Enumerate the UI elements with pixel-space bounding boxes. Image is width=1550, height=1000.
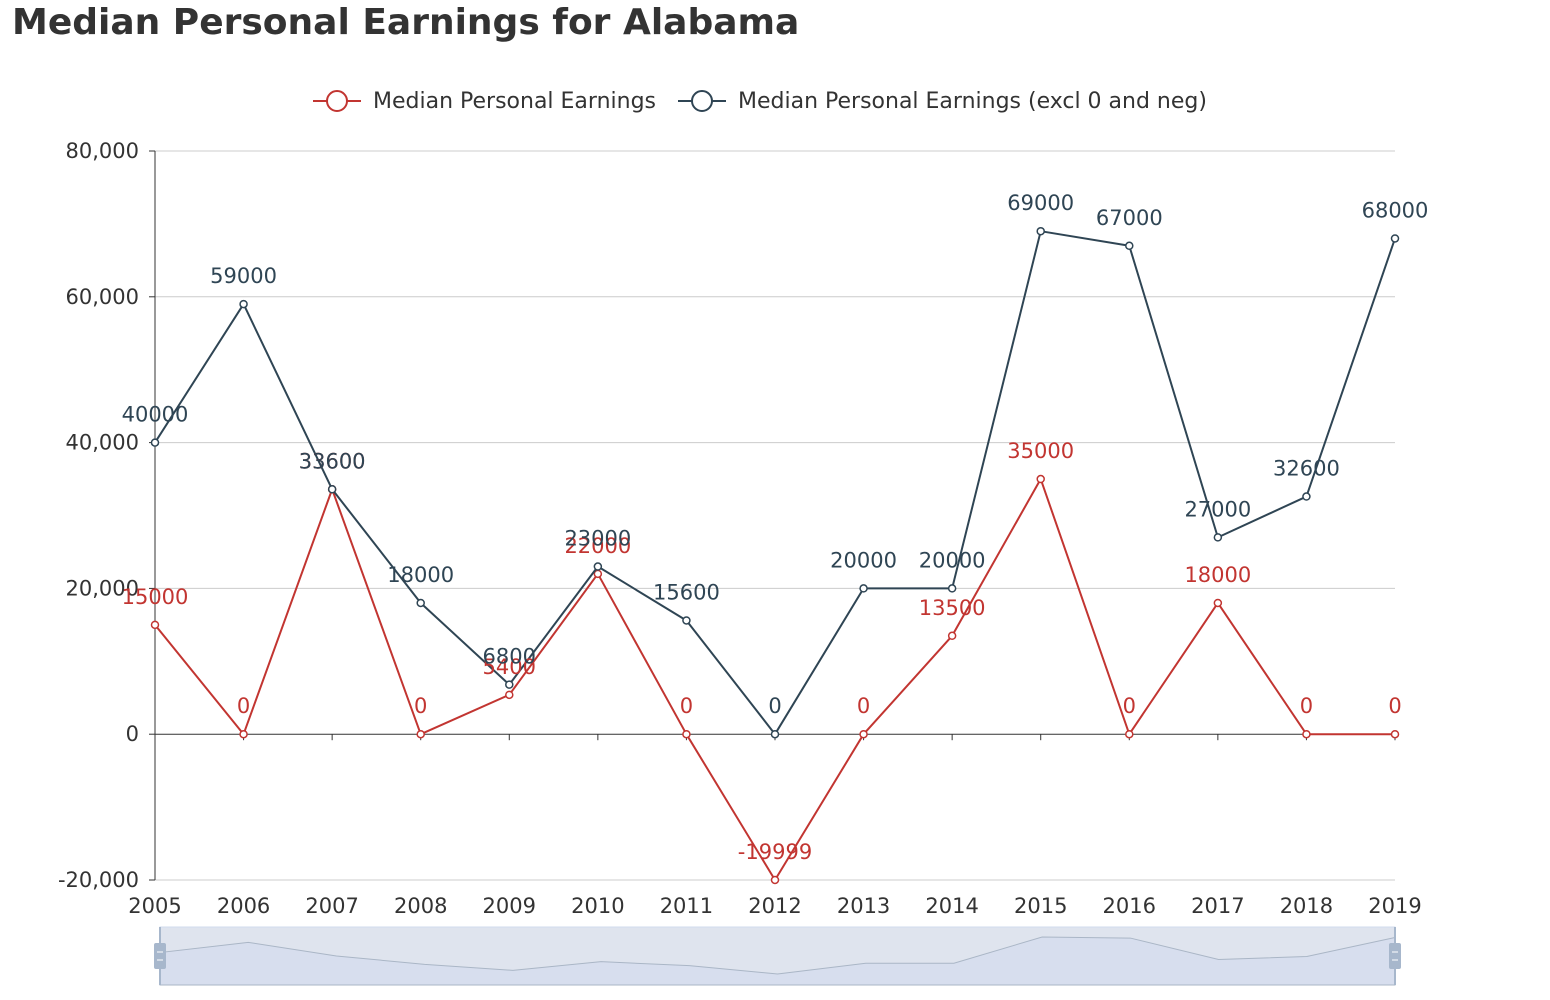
data-zoom-slider[interactable]	[154, 926, 1401, 986]
x-tick-label: 2006	[217, 894, 270, 918]
data-label: 27000	[1184, 497, 1251, 521]
data-label: 0	[768, 694, 781, 718]
data-label: 6800	[483, 645, 536, 669]
data-label: 13500	[919, 596, 986, 620]
legend[interactable]: Median Personal Earnings Median Personal …	[313, 89, 1207, 114]
y-tick-label: 0	[126, 722, 139, 746]
data-label: 0	[680, 694, 693, 718]
data-label: 18000	[1184, 563, 1251, 587]
legend-label: Median Personal Earnings (excl 0 and neg…	[738, 89, 1207, 114]
data-label: 35000	[1007, 439, 1074, 463]
data-label: 22000	[564, 534, 631, 558]
data-label: 20000	[919, 548, 986, 572]
data-label: 33600	[299, 449, 366, 473]
data-point[interactable]	[947, 584, 957, 593]
series-line-0	[154, 478, 1395, 881]
slider-handle-left[interactable]	[154, 927, 166, 985]
series-lines	[150, 226, 1400, 885]
x-tick-label: 2014	[925, 894, 978, 918]
data-point[interactable]	[1125, 729, 1134, 739]
data-point[interactable]	[505, 690, 514, 700]
data-label: 59000	[210, 264, 277, 288]
slider-grip-icon	[1389, 943, 1401, 969]
data-point[interactable]	[150, 620, 160, 630]
x-tick-label: 2019	[1368, 894, 1421, 918]
series-line-1	[154, 230, 1396, 736]
x-tick-label: 2013	[837, 894, 890, 918]
data-point[interactable]	[1302, 492, 1311, 501]
data-point[interactable]	[150, 438, 160, 447]
data-label: 0	[414, 694, 427, 718]
data-label: -19999	[738, 840, 812, 864]
x-tick-label: 2018	[1280, 894, 1333, 918]
x-tick-label: 2017	[1191, 894, 1244, 918]
data-point[interactable]	[682, 616, 691, 625]
data-labels: 15000 0 33600 0 5400 22000 0 -19999 0 13500 35000 0…	[122, 191, 1429, 864]
data-point[interactable]	[859, 584, 868, 593]
data-point[interactable]	[1213, 598, 1223, 608]
slider-handle-right[interactable]	[1389, 927, 1401, 985]
data-point[interactable]	[770, 875, 780, 885]
data-point[interactable]	[416, 729, 425, 739]
data-label: 18000	[387, 563, 454, 587]
x-tick-label: 2005	[128, 894, 181, 918]
data-point[interactable]	[947, 631, 957, 641]
data-label: 40000	[122, 403, 189, 427]
data-label: 33600	[299, 449, 366, 473]
data-point[interactable]	[327, 485, 337, 494]
data-point[interactable]	[1125, 241, 1134, 251]
data-label: 20000	[830, 548, 897, 572]
data-label: 0	[1388, 694, 1401, 718]
legend-marker-icon	[326, 90, 348, 112]
x-tick-label: 2008	[394, 894, 447, 918]
legend-label: Median Personal Earnings	[373, 89, 656, 114]
x-tick-label: 2016	[1103, 894, 1156, 918]
data-label: 0	[857, 694, 870, 718]
x-tick-label: 2007	[305, 894, 358, 918]
x-tick-label: 2011	[660, 894, 713, 918]
data-label: 15000	[122, 585, 189, 609]
legend-marker-icon	[691, 90, 713, 112]
data-point[interactable]	[1036, 474, 1045, 484]
data-label: 69000	[1007, 191, 1074, 215]
data-label: 0	[1123, 694, 1136, 718]
x-tick-label: 2010	[571, 894, 624, 918]
data-label: 0	[1300, 694, 1313, 718]
y-tick-label: -20,000	[58, 868, 139, 892]
data-point[interactable]	[239, 299, 248, 309]
data-point[interactable]	[416, 598, 425, 608]
slider-preview-area	[159, 936, 1396, 986]
data-point[interactable]	[1302, 729, 1311, 739]
data-point[interactable]	[593, 562, 603, 571]
y-tick-label: 80,000	[66, 139, 139, 163]
axes: -20,000 0 20,000 40,000 60,000 80,000 2005 2006…	[58, 139, 1422, 918]
data-label: 5400	[483, 655, 536, 679]
data-point[interactable]	[770, 729, 780, 739]
legend-item-1[interactable]: Median Personal Earnings (excl 0 and neg…	[678, 89, 1207, 114]
x-tick-label: 2009	[483, 894, 536, 918]
data-point[interactable]	[1390, 729, 1400, 739]
data-label: 67000	[1096, 206, 1163, 230]
y-tick-label: 40,000	[66, 431, 139, 455]
data-point[interactable]	[682, 729, 691, 739]
data-label: 32600	[1273, 457, 1340, 481]
data-point[interactable]	[859, 729, 868, 739]
x-tick-label: 2015	[1014, 894, 1067, 918]
data-label: 0	[237, 694, 250, 718]
data-label: 68000	[1362, 198, 1429, 222]
legend-item-0[interactable]: Median Personal Earnings	[313, 89, 656, 114]
chart-title: Median Personal Earnings for Alabama	[12, 2, 800, 43]
data-point[interactable]	[505, 680, 514, 689]
data-label: 15600	[653, 580, 720, 604]
slider-grip-icon	[154, 943, 166, 969]
data-point[interactable]	[239, 729, 248, 739]
data-point[interactable]	[1036, 226, 1045, 236]
x-tick-label: 2012	[748, 894, 801, 918]
y-tick-label: 20,000	[66, 576, 139, 600]
y-tick-label: 60,000	[66, 285, 139, 309]
data-label: 23000	[564, 527, 631, 551]
data-point[interactable]	[1390, 234, 1400, 243]
data-point[interactable]	[1213, 533, 1223, 542]
